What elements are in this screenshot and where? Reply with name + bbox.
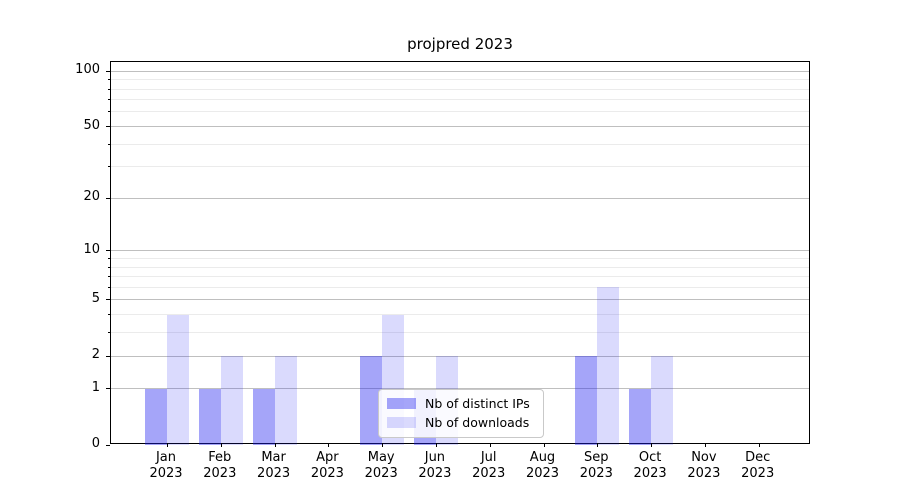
- x-tick-label-jul: Jul 2023: [472, 450, 506, 481]
- x-tick-apr: [328, 443, 330, 447]
- gridline-major-10: [111, 250, 809, 252]
- bar-downloads-mar: [274, 356, 297, 445]
- bar-ips-mar: [252, 388, 275, 445]
- x-tick-label-apr: Apr 2023: [310, 450, 344, 481]
- x-tick-mar: [274, 443, 276, 447]
- x-tick-label-may: May 2023: [364, 450, 398, 481]
- x-tick-oct: [651, 443, 653, 447]
- bar-downloads-feb: [220, 356, 243, 445]
- gridline-minor-90: [111, 79, 809, 80]
- x-tick-label-nov: Nov 2023: [687, 450, 721, 481]
- bar-downloads-sep: [597, 287, 620, 445]
- legend-swatch-distinct-ips: [387, 398, 416, 409]
- x-tick-jan: [167, 443, 168, 447]
- y-tick-label-2: 2: [91, 347, 100, 362]
- y-minor-tick-8: [108, 266, 110, 268]
- y-minor-tick-9: [108, 258, 110, 259]
- y-tick-20: [106, 197, 110, 199]
- y-minor-tick-90: [108, 79, 110, 80]
- x-tick-label-aug: Aug 2023: [525, 450, 560, 481]
- plot-area: [106, 61, 810, 447]
- x-tick-jul: [489, 443, 491, 447]
- y-tick-label-0: 0: [91, 436, 100, 451]
- x-tick-label-feb: Feb 2023: [203, 450, 237, 481]
- legend-swatch-downloads: [387, 417, 416, 428]
- y-tick-label-5: 5: [91, 290, 100, 306]
- gridline-major-2: [111, 355, 809, 357]
- y-tick-label-10: 10: [83, 241, 100, 257]
- y-tick-label-20: 20: [83, 189, 100, 205]
- gridline-minor-6: [111, 286, 809, 288]
- gridline-minor-70: [111, 99, 809, 101]
- y-tick-50: [106, 126, 110, 127]
- gridline-minor-7: [111, 276, 809, 277]
- y-tick-label-50: 50: [83, 117, 100, 133]
- y-minor-tick-60: [108, 111, 110, 113]
- x-tick-jun: [435, 443, 437, 447]
- x-tick-nov: [704, 443, 706, 447]
- y-minor-tick-40: [108, 143, 110, 145]
- y-minor-tick-80: [108, 88, 110, 90]
- gridline-minor-8: [111, 266, 809, 268]
- legend-entry-downloads: Nb of downloads: [387, 415, 535, 430]
- x-tick-sep: [597, 443, 599, 447]
- y-minor-tick-70: [108, 99, 110, 101]
- y-tick-5: [106, 299, 110, 301]
- gridline-minor-60: [111, 111, 809, 113]
- x-tick-label-dec: Dec 2023: [741, 450, 775, 481]
- x-tick-label-jan: Jan 2023: [149, 450, 183, 481]
- bar-ips-feb: [198, 388, 221, 445]
- x-tick-aug: [543, 443, 545, 447]
- x-tick-label-mar: Mar 2023: [257, 450, 291, 481]
- legend-label-distinct-ips: Nb of distinct IPs: [425, 396, 530, 411]
- gridline-minor-4: [111, 314, 809, 316]
- x-tick-may: [382, 443, 384, 447]
- x-tick-feb: [220, 443, 222, 447]
- gridline-minor-40: [111, 143, 809, 145]
- chart-title: projpred 2023: [407, 35, 513, 53]
- gridline-major-20: [111, 197, 809, 199]
- bar-downloads-jan: [167, 314, 189, 445]
- y-tick-2: [106, 355, 110, 357]
- legend: Nb of distinct IPs Nb of downloads: [378, 389, 544, 438]
- y-tick-label-1: 1: [91, 379, 100, 395]
- y-minor-tick-30: [108, 166, 110, 168]
- gridline-minor-80: [111, 88, 809, 90]
- y-minor-tick-4: [108, 314, 110, 316]
- gridline-major-1: [111, 388, 809, 390]
- y-minor-tick-3: [108, 332, 110, 334]
- bar-ips-sep: [575, 356, 598, 445]
- y-tick-1: [106, 388, 110, 390]
- bar-downloads-oct: [651, 356, 674, 445]
- gridline-major-50: [111, 126, 809, 127]
- y-tick-label-100: 100: [75, 62, 100, 78]
- gridline-minor-30: [111, 166, 809, 168]
- gridline-major-5: [111, 299, 809, 301]
- y-minor-tick-6: [108, 286, 110, 288]
- y-tick-0: [106, 444, 110, 446]
- legend-entry-distinct-ips: Nb of distinct IPs: [387, 396, 535, 411]
- x-tick-label-oct: Oct 2023: [633, 450, 667, 481]
- bar-ips-oct: [629, 388, 652, 445]
- gridline-major-100: [111, 70, 809, 72]
- x-tick-dec: [758, 443, 760, 447]
- y-tick-10: [106, 250, 110, 252]
- bar-ips-may: [360, 356, 383, 445]
- y-tick-100: [106, 70, 110, 72]
- legend-label-downloads: Nb of downloads: [425, 415, 530, 430]
- y-minor-tick-7: [108, 276, 110, 277]
- x-tick-label-jun: Jun 2023: [418, 450, 452, 481]
- gridline-minor-3: [111, 332, 809, 334]
- x-tick-label-sep: Sep 2023: [579, 450, 613, 481]
- bar-ips-jan: [145, 388, 167, 445]
- gridline-minor-9: [111, 258, 809, 259]
